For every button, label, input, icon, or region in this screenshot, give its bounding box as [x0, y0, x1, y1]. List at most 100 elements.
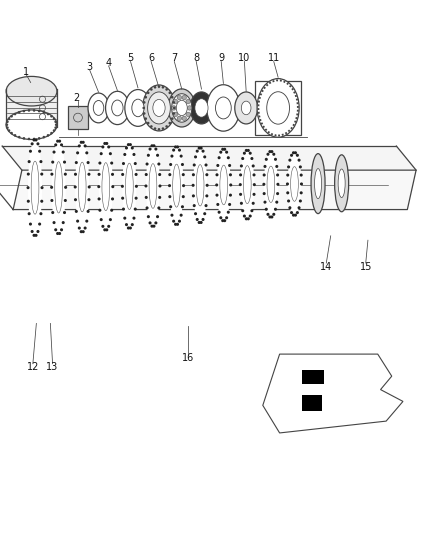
Circle shape: [178, 149, 181, 151]
Circle shape: [78, 227, 81, 230]
Circle shape: [134, 162, 137, 165]
Circle shape: [58, 232, 61, 235]
Ellipse shape: [132, 99, 144, 117]
Circle shape: [28, 160, 31, 163]
Circle shape: [50, 173, 53, 176]
Circle shape: [122, 207, 125, 211]
Circle shape: [229, 173, 232, 176]
Circle shape: [100, 218, 103, 221]
Circle shape: [111, 185, 114, 188]
Circle shape: [265, 208, 268, 211]
Circle shape: [100, 152, 103, 155]
Circle shape: [173, 99, 177, 104]
Ellipse shape: [220, 165, 228, 205]
Circle shape: [50, 132, 53, 134]
Circle shape: [150, 88, 153, 91]
Circle shape: [98, 173, 101, 176]
Circle shape: [50, 115, 53, 118]
Bar: [68, 106, 88, 129]
Circle shape: [253, 183, 256, 186]
Circle shape: [76, 220, 79, 223]
Circle shape: [127, 143, 130, 146]
Circle shape: [50, 199, 53, 202]
Circle shape: [201, 218, 205, 221]
Circle shape: [215, 183, 218, 187]
Circle shape: [239, 173, 242, 176]
Circle shape: [274, 208, 277, 211]
Circle shape: [218, 156, 221, 159]
Ellipse shape: [257, 78, 299, 138]
Text: 15: 15: [360, 262, 372, 271]
Circle shape: [53, 118, 55, 120]
Circle shape: [200, 147, 203, 150]
Circle shape: [121, 173, 124, 176]
Text: 10: 10: [238, 53, 251, 63]
Circle shape: [109, 218, 112, 221]
Circle shape: [18, 136, 21, 139]
Circle shape: [203, 156, 206, 158]
Ellipse shape: [93, 101, 104, 115]
Circle shape: [240, 202, 243, 205]
Circle shape: [63, 160, 66, 164]
Circle shape: [101, 225, 104, 228]
Circle shape: [286, 174, 289, 176]
Ellipse shape: [335, 155, 349, 212]
Circle shape: [219, 151, 223, 154]
Circle shape: [88, 185, 91, 189]
Circle shape: [132, 216, 135, 220]
Circle shape: [29, 223, 32, 225]
Circle shape: [122, 162, 125, 165]
Ellipse shape: [153, 99, 165, 117]
Circle shape: [6, 120, 9, 123]
Circle shape: [10, 115, 13, 118]
Ellipse shape: [142, 85, 175, 131]
Circle shape: [84, 227, 87, 230]
Circle shape: [145, 163, 148, 166]
Ellipse shape: [314, 168, 321, 199]
Circle shape: [88, 173, 91, 176]
Circle shape: [174, 223, 177, 226]
Circle shape: [251, 157, 254, 160]
Circle shape: [276, 183, 279, 186]
Circle shape: [264, 200, 267, 204]
Circle shape: [182, 173, 185, 176]
Ellipse shape: [195, 99, 208, 117]
Circle shape: [60, 143, 63, 147]
Circle shape: [35, 234, 38, 237]
Circle shape: [239, 193, 242, 196]
Circle shape: [223, 148, 226, 151]
Circle shape: [81, 230, 85, 233]
Circle shape: [62, 221, 65, 224]
Circle shape: [268, 150, 272, 153]
Circle shape: [157, 206, 160, 209]
Text: 13: 13: [46, 362, 59, 372]
Circle shape: [266, 153, 269, 156]
Circle shape: [227, 211, 230, 214]
Circle shape: [218, 211, 221, 214]
Circle shape: [162, 127, 164, 130]
Circle shape: [56, 140, 59, 143]
Circle shape: [156, 215, 159, 218]
Ellipse shape: [267, 166, 275, 203]
Ellipse shape: [52, 141, 66, 234]
Circle shape: [243, 214, 246, 217]
Ellipse shape: [31, 161, 39, 214]
Circle shape: [275, 165, 278, 168]
Circle shape: [152, 224, 155, 228]
Ellipse shape: [55, 161, 63, 213]
Circle shape: [186, 112, 191, 117]
Ellipse shape: [112, 100, 123, 116]
Circle shape: [270, 215, 273, 219]
Circle shape: [177, 95, 181, 100]
Ellipse shape: [196, 165, 204, 206]
Circle shape: [292, 214, 295, 217]
Circle shape: [125, 223, 128, 226]
Circle shape: [111, 173, 114, 176]
Circle shape: [182, 195, 185, 198]
Circle shape: [121, 185, 124, 188]
Circle shape: [247, 149, 250, 152]
Circle shape: [159, 184, 162, 188]
Circle shape: [287, 165, 290, 168]
Circle shape: [182, 95, 187, 100]
Circle shape: [165, 88, 168, 91]
